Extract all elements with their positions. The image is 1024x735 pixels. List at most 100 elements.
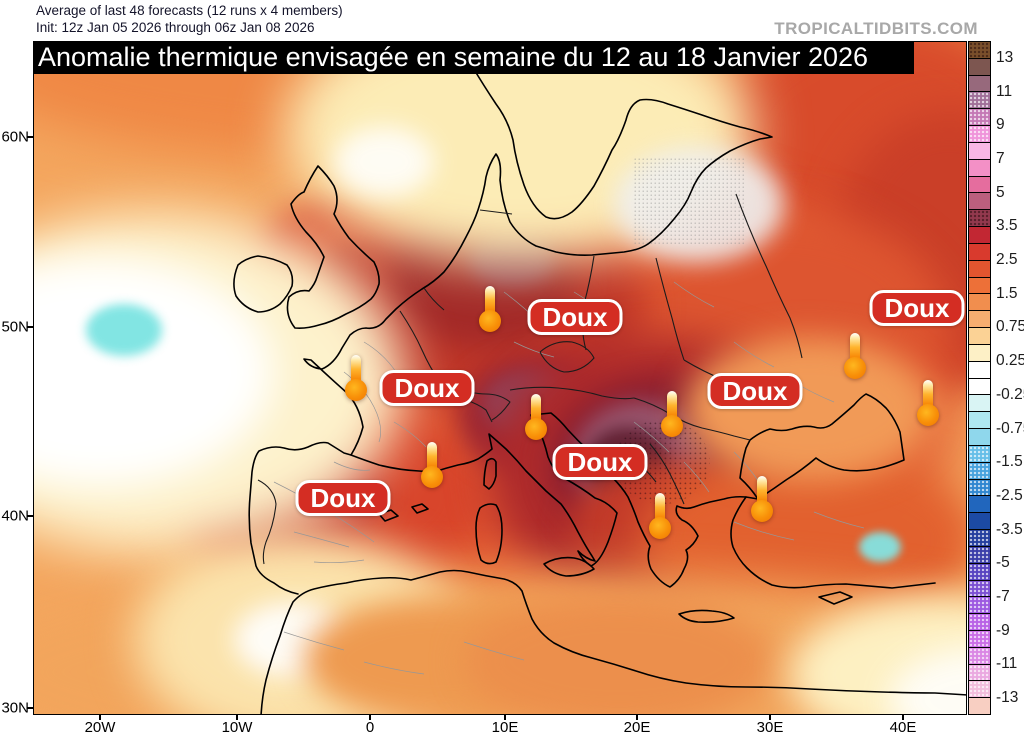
x-axis-label: 10E bbox=[491, 719, 519, 735]
thermometer-bulb bbox=[525, 418, 547, 440]
colorbar-segment bbox=[969, 91, 990, 109]
colorbar-label: 3.5 bbox=[996, 217, 1018, 235]
header-meta: Average of last 48 forecasts (12 runs x … bbox=[36, 2, 343, 36]
contour-blob bbox=[684, 337, 934, 482]
doux-label: Doux bbox=[869, 290, 965, 326]
x-axis-label: 10W bbox=[221, 719, 253, 735]
colorbar-label: -5 bbox=[996, 554, 1010, 572]
colorbar-label: -11 bbox=[996, 655, 1018, 673]
colorbar-segment bbox=[969, 646, 990, 664]
colorbar-segment bbox=[969, 377, 990, 395]
thermometer-stem bbox=[531, 394, 541, 425]
thermometer-stem bbox=[655, 493, 665, 524]
colorbar-label: 0.75 bbox=[996, 318, 1024, 336]
colorbar-segment bbox=[969, 158, 990, 176]
colorbar-segment bbox=[969, 428, 990, 445]
thermometer-icon bbox=[523, 394, 549, 442]
colorbar-label: 7 bbox=[996, 149, 1005, 167]
colorbar-segment bbox=[969, 663, 990, 681]
contour-blob bbox=[86, 304, 162, 356]
colorbar-label: -3.5 bbox=[996, 520, 1023, 538]
contour-blob bbox=[334, 127, 434, 197]
thermometer-icon bbox=[477, 286, 503, 334]
thermometer-icon bbox=[659, 391, 685, 439]
colorbar-segment bbox=[969, 545, 990, 563]
x-axis-label: 20E bbox=[623, 719, 651, 735]
thermometer-bulb bbox=[345, 379, 367, 401]
thermometer-bulb bbox=[751, 500, 773, 522]
thermometer-icon bbox=[647, 493, 673, 541]
colorbar-label: -7 bbox=[996, 588, 1010, 606]
colorbar-segment bbox=[969, 209, 990, 227]
doux-label: Doux bbox=[295, 480, 391, 516]
colorbar-segment bbox=[969, 276, 990, 294]
colorbar-segment bbox=[969, 562, 990, 580]
y-axis-tick bbox=[27, 707, 33, 709]
colorbar-segment bbox=[969, 478, 990, 496]
colorbar-segment bbox=[969, 259, 990, 277]
colorbar-segment bbox=[969, 343, 990, 361]
contour-blob bbox=[859, 532, 901, 562]
colorbar-label: 5 bbox=[996, 183, 1005, 201]
thermometer-stem bbox=[757, 476, 767, 507]
colorbar-segment bbox=[969, 444, 990, 462]
y-axis-label: 30N bbox=[1, 699, 29, 717]
thermometer-stem bbox=[427, 442, 437, 473]
thermometer-stem bbox=[850, 333, 860, 364]
colorbar-segment bbox=[969, 596, 990, 614]
colorbar-segment bbox=[969, 226, 990, 243]
thermometer-bulb bbox=[421, 466, 443, 488]
y-axis-label: 50N bbox=[1, 318, 29, 336]
coastlines-and-borders bbox=[233, 47, 966, 714]
x-axis-label: 0 bbox=[365, 719, 375, 735]
x-axis-tick bbox=[902, 715, 904, 720]
baltic-stipple bbox=[634, 157, 746, 245]
thermometer-icon bbox=[343, 355, 369, 403]
thermometer-bulb bbox=[917, 404, 939, 426]
colorbar-segment bbox=[969, 108, 990, 126]
x-axis-label: 20W bbox=[84, 719, 116, 735]
thermometer-stem bbox=[485, 286, 495, 317]
thermometer-icon bbox=[419, 442, 445, 490]
colorbar-segment bbox=[969, 360, 990, 378]
colorbar-segment bbox=[969, 175, 990, 193]
colorbar-label: 11 bbox=[996, 82, 1013, 100]
colorbar-label: 13 bbox=[996, 48, 1014, 66]
colorbar-segment bbox=[969, 495, 990, 513]
colorbar-label: -1.5 bbox=[996, 453, 1023, 471]
colorbar-segment bbox=[969, 42, 990, 58]
forecast-average-line: Average of last 48 forecasts (12 runs x … bbox=[36, 3, 343, 18]
colorbar-segment bbox=[969, 327, 990, 344]
balkan-stipple bbox=[614, 420, 710, 504]
thermometer-bulb bbox=[844, 357, 866, 379]
x-axis-label: 30E bbox=[756, 719, 784, 735]
doux-label: Doux bbox=[707, 373, 803, 409]
colorbar-segment bbox=[969, 242, 990, 260]
colorbar-label: -9 bbox=[996, 621, 1010, 639]
y-axis-tick bbox=[27, 326, 33, 328]
colorbar-segment bbox=[969, 125, 990, 142]
x-axis-tick bbox=[236, 715, 238, 720]
coastline-paths bbox=[233, 47, 966, 714]
colorbar-segment bbox=[969, 74, 990, 92]
thermometer-bulb bbox=[479, 310, 501, 332]
x-axis-tick bbox=[504, 715, 506, 720]
colorbar-segment bbox=[969, 293, 990, 311]
thermometer-bulb bbox=[649, 517, 671, 539]
colorbar-label: -0.25 bbox=[996, 385, 1024, 403]
colorbar-segment bbox=[969, 461, 990, 479]
x-axis-tick bbox=[369, 715, 371, 720]
x-axis-tick bbox=[99, 715, 101, 720]
colorbar-segment bbox=[969, 697, 990, 715]
site-watermark: TROPICALTIDBITS.COM bbox=[774, 19, 978, 38]
colorbar-segment bbox=[969, 629, 990, 647]
doux-label: Doux bbox=[527, 299, 623, 335]
y-axis-label: 60N bbox=[1, 128, 29, 146]
x-axis-label: 40E bbox=[889, 719, 917, 735]
thermometer-bulb bbox=[661, 415, 683, 437]
doux-label: Doux bbox=[379, 370, 475, 406]
colorbar-label: -13 bbox=[996, 689, 1019, 707]
thermometer-stem bbox=[351, 355, 361, 386]
colorbar-segment bbox=[969, 394, 990, 412]
colorbar-segment bbox=[969, 192, 990, 210]
